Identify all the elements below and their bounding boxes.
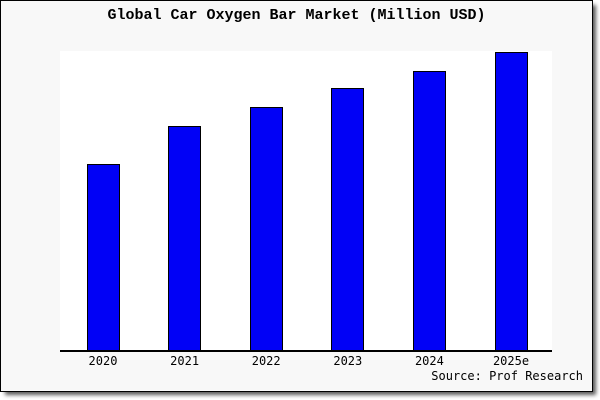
- source-label: Source: Prof Research: [431, 369, 583, 383]
- x-tick-label-2020: 2020: [88, 354, 118, 368]
- x-tick-label-2022: 2022: [251, 354, 281, 368]
- x-tick-label-2023: 2023: [333, 354, 363, 368]
- x-axis-line: [60, 350, 552, 352]
- x-tick-label-2025e: 2025e: [492, 354, 530, 368]
- chart-card: Global Car Oxygen Bar Market (Million US…: [0, 0, 593, 392]
- x-tick-label-2021: 2021: [170, 354, 200, 368]
- plot-area: [60, 51, 552, 351]
- bar-2022: [249, 107, 283, 351]
- bar-2024: [412, 71, 446, 351]
- bar-2020: [86, 164, 120, 351]
- bar-2021: [168, 126, 202, 351]
- bar-2025e: [494, 52, 528, 351]
- x-tick-label-2024: 2024: [414, 354, 444, 368]
- bar-2023: [331, 88, 365, 351]
- chart-title: Global Car Oxygen Bar Market (Million US…: [107, 7, 486, 24]
